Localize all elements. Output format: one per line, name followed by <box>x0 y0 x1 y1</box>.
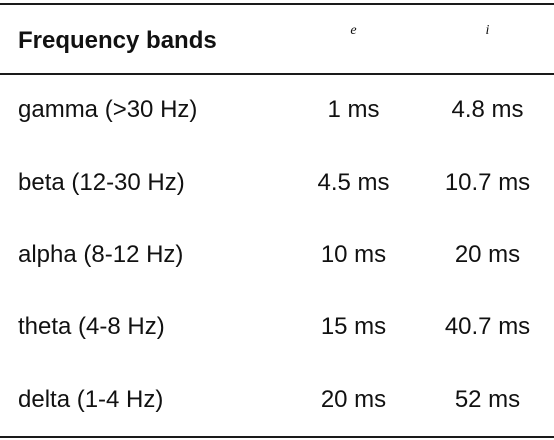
bottom-rule <box>0 436 554 438</box>
band-cell: beta (12-30 Hz) <box>18 168 185 196</box>
i-value-cell: 10.7 ms <box>444 168 531 196</box>
column-header-e: e <box>350 23 357 38</box>
band-cell: delta (1-4 Hz) <box>18 385 164 413</box>
data-table: Frequency bands e i gamma (>30 Hz) 1 ms … <box>0 5 554 436</box>
table-row: gamma (>30 Hz) 1 ms 4.8 ms <box>0 74 554 146</box>
column-header-frequency-bands: Frequency bands <box>18 26 217 54</box>
top-rule <box>0 3 554 5</box>
header-rule <box>0 73 554 75</box>
band-cell: theta (4-8 Hz) <box>18 313 165 341</box>
band-cell: alpha (8-12 Hz) <box>18 240 184 268</box>
table-row: theta (4-8 Hz) 15 ms 40.7 ms <box>0 291 554 363</box>
i-value-cell: 4.8 ms <box>451 96 524 124</box>
e-value-cell: 10 ms <box>320 240 387 268</box>
i-value-cell: 40.7 ms <box>444 313 531 341</box>
header-row: Frequency bands e i <box>0 5 554 74</box>
e-value-cell: 15 ms <box>320 313 387 341</box>
table-row: delta (1-4 Hz) 20 ms 52 ms <box>0 364 554 436</box>
column-header-i: i <box>485 23 490 38</box>
table-row: beta (12-30 Hz) 4.5 ms 10.7 ms <box>0 146 554 218</box>
e-value-cell: 1 ms <box>327 96 380 124</box>
i-value-cell: 52 ms <box>454 385 521 413</box>
table-row: alpha (8-12 Hz) 10 ms 20 ms <box>0 219 554 291</box>
i-value-cell: 20 ms <box>454 240 521 268</box>
e-value-cell: 4.5 ms <box>317 168 390 196</box>
e-value-cell: 20 ms <box>320 385 387 413</box>
band-cell: gamma (>30 Hz) <box>18 96 198 124</box>
